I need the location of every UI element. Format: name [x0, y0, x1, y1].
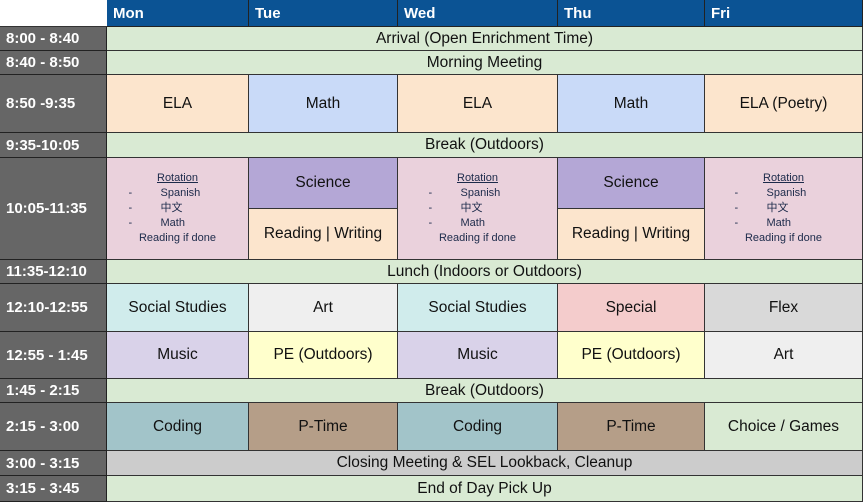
- schedule-cell[interactable]: Art: [249, 284, 398, 332]
- schedule-cell[interactable]: Math: [558, 75, 705, 133]
- day-header-fri[interactable]: Fri: [705, 0, 863, 27]
- rotation-item-label: Spanish: [160, 187, 201, 199]
- schedule-cell[interactable]: ELA (Poetry): [705, 75, 863, 133]
- rotation-footer: Reading if done: [138, 232, 217, 244]
- day-header-wed[interactable]: Wed: [398, 0, 558, 27]
- rotation-item-label: 中文: [160, 202, 183, 214]
- schedule-cell[interactable]: Coding: [398, 403, 558, 451]
- rotation-footer: Reading if done: [744, 232, 823, 244]
- rotation-cell[interactable]: Rotation - Spanish - 中文 - Math Reading if done: [705, 158, 863, 260]
- rotation-item-label: 中文: [766, 202, 789, 214]
- time-slot: 1:45 - 2:15: [0, 379, 107, 403]
- schedule-cell[interactable]: Reading | Writing: [558, 209, 705, 260]
- rotation-title: Rotation: [157, 172, 198, 184]
- rotation-cell[interactable]: Rotation - Spanish - 中文 - Math Reading if done: [398, 158, 558, 260]
- rotation-cell[interactable]: Rotation - Spanish - 中文 - Math Reading if done: [107, 158, 249, 260]
- corner-cell: [0, 0, 107, 27]
- bullet: -: [428, 187, 433, 199]
- bullet: -: [128, 202, 133, 214]
- bullet: -: [128, 187, 133, 199]
- schedule-cell[interactable]: Art: [705, 332, 863, 379]
- day-header-tue[interactable]: Tue: [249, 0, 398, 27]
- schedule-cell[interactable]: Social Studies: [398, 284, 558, 332]
- rotation-item: - Math: [729, 216, 839, 231]
- bullet: -: [128, 217, 133, 229]
- rotation-item: - Spanish: [123, 186, 233, 201]
- bullet: -: [734, 217, 739, 229]
- time-slot: 3:00 - 3:15: [0, 451, 107, 476]
- rotation-item: - 中文: [729, 201, 839, 216]
- time-slot: 11:35-12:10: [0, 260, 107, 284]
- time-slot: 10:05-11:35: [0, 158, 107, 260]
- schedule-cell[interactable]: P-Time: [249, 403, 398, 451]
- schedule-cell[interactable]: Arrival (Open Enrichment Time): [107, 27, 863, 51]
- rotation-item-label: Spanish: [766, 187, 807, 199]
- schedule-cell[interactable]: Music: [107, 332, 249, 379]
- schedule-cell[interactable]: Science: [558, 158, 705, 209]
- time-slot: 8:00 - 8:40: [0, 27, 107, 51]
- bullet: -: [428, 202, 433, 214]
- schedule-cell[interactable]: Reading | Writing: [249, 209, 398, 260]
- schedule-cell[interactable]: Closing Meeting & SEL Lookback, Cleanup: [107, 451, 863, 476]
- schedule-cell[interactable]: Math: [249, 75, 398, 133]
- schedule-cell[interactable]: Break (Outdoors): [107, 133, 863, 158]
- time-slot: 3:15 - 3:45: [0, 476, 107, 502]
- schedule-cell[interactable]: Lunch (Indoors or Outdoors): [107, 260, 863, 284]
- schedule-cell[interactable]: Music: [398, 332, 558, 379]
- rotation-item: - Spanish: [423, 186, 533, 201]
- time-slot: 12:10-12:55: [0, 284, 107, 332]
- schedule-cell[interactable]: Choice / Games: [705, 403, 863, 451]
- day-header-thu[interactable]: Thu: [558, 0, 705, 27]
- time-slot: 12:55 - 1:45: [0, 332, 107, 379]
- schedule-cell[interactable]: Break (Outdoors): [107, 379, 863, 403]
- rotation-item: - 中文: [423, 201, 533, 216]
- time-slot: 9:35-10:05: [0, 133, 107, 158]
- schedule-cell[interactable]: Special: [558, 284, 705, 332]
- schedule-cell[interactable]: PE (Outdoors): [558, 332, 705, 379]
- rotation-title: Rotation: [763, 172, 804, 184]
- schedule-cell[interactable]: Science: [249, 158, 398, 209]
- schedule-cell[interactable]: Coding: [107, 403, 249, 451]
- rotation-item-label: Math: [460, 217, 485, 229]
- rotation-item: - Math: [123, 216, 233, 231]
- schedule-cell[interactable]: Social Studies: [107, 284, 249, 332]
- schedule-cell[interactable]: ELA: [398, 75, 558, 133]
- rotation-footer: Reading if done: [438, 232, 517, 244]
- bullet: -: [428, 217, 433, 229]
- rotation-item: - Spanish: [729, 186, 839, 201]
- rotation-title: Rotation: [457, 172, 498, 184]
- rotation-item-label: Math: [160, 217, 185, 229]
- rotation-item-label: Spanish: [460, 187, 501, 199]
- schedule-cell[interactable]: ELA: [107, 75, 249, 133]
- bullet: -: [734, 187, 739, 199]
- schedule-cell[interactable]: Morning Meeting: [107, 51, 863, 75]
- day-header-mon[interactable]: Mon: [107, 0, 249, 27]
- schedule-cell[interactable]: PE (Outdoors): [249, 332, 398, 379]
- rotation-item-label: Math: [766, 217, 791, 229]
- rotation-item-label: 中文: [460, 202, 483, 214]
- rotation-item: - 中文: [123, 201, 233, 216]
- schedule-cell[interactable]: Flex: [705, 284, 863, 332]
- rotation-item: - Math: [423, 216, 533, 231]
- schedule-cell[interactable]: P-Time: [558, 403, 705, 451]
- time-slot: 8:40 - 8:50: [0, 51, 107, 75]
- bullet: -: [734, 202, 739, 214]
- time-slot: 8:50 -9:35: [0, 75, 107, 133]
- time-slot: 2:15 - 3:00: [0, 403, 107, 451]
- schedule-cell[interactable]: End of Day Pick Up: [107, 476, 863, 502]
